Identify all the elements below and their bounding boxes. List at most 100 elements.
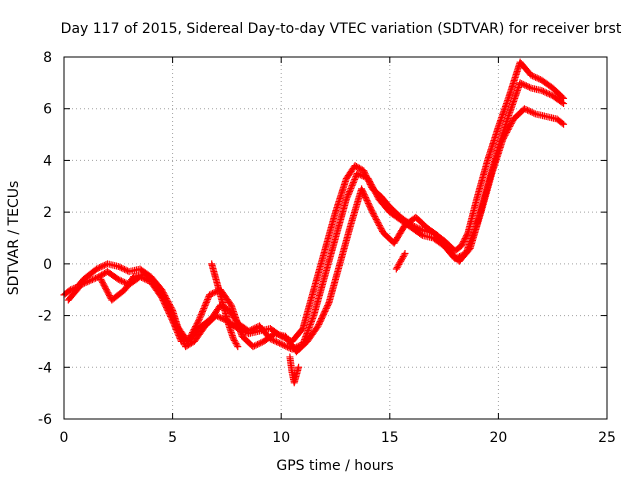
data-point: [365, 176, 373, 184]
series-track-b: [64, 79, 568, 353]
data-point: [99, 262, 107, 270]
data-point: [251, 324, 259, 332]
data-point: [324, 300, 332, 308]
data-point: [349, 178, 357, 186]
data-point: [88, 276, 96, 284]
y-tick-label: -4: [38, 360, 52, 376]
data-point: [533, 74, 541, 82]
data-point: [100, 281, 108, 289]
data-point: [121, 265, 129, 273]
data-point: [185, 334, 193, 342]
data-point: [171, 317, 179, 325]
data-point: [116, 263, 124, 271]
data-point: [346, 188, 354, 196]
data-point: [350, 177, 358, 185]
data-point: [355, 170, 363, 178]
data-point: [188, 329, 196, 337]
data-point: [200, 303, 208, 311]
data-point: [356, 171, 364, 179]
y-axis-ticks: -6 -4 -2 0 2 4 6 8: [38, 50, 607, 428]
data-point: [79, 280, 87, 288]
data-point: [245, 327, 253, 335]
data-point: [351, 174, 359, 182]
data-point: [373, 191, 381, 199]
data-point: [164, 301, 172, 309]
data-point: [116, 276, 124, 284]
data-point: [358, 172, 366, 180]
y-tick-label: 4: [43, 153, 52, 169]
data-point: [541, 88, 549, 96]
data-point: [503, 127, 511, 135]
data-point: [102, 286, 110, 294]
data-point: [507, 121, 515, 129]
data-point: [194, 318, 202, 326]
data-point: [359, 172, 367, 180]
data-point: [377, 224, 385, 232]
data-point: [166, 306, 174, 314]
data-point: [273, 338, 281, 346]
data-point: [344, 192, 352, 200]
data-point: [277, 340, 285, 348]
data-point: [93, 265, 101, 273]
data-point: [96, 264, 104, 272]
data-point: [85, 277, 93, 285]
data-point: [249, 325, 257, 333]
data-point: [346, 186, 354, 194]
data-point: [370, 211, 378, 219]
data-point: [200, 305, 208, 313]
data-point: [368, 182, 376, 190]
data-point: [535, 75, 543, 83]
data-point: [193, 320, 201, 328]
series-track-d: [208, 250, 409, 387]
data-point: [117, 277, 125, 285]
y-tick-label: -2: [38, 309, 52, 325]
data-point: [499, 136, 507, 144]
data-point: [369, 210, 377, 218]
data-point: [187, 332, 195, 340]
data-point: [81, 279, 89, 287]
data-point: [507, 119, 515, 127]
y-tick-label: 8: [43, 50, 52, 66]
data-point: [105, 290, 113, 298]
data-point: [82, 278, 90, 286]
data-point: [199, 306, 207, 314]
data-point: [530, 73, 538, 81]
data-point: [520, 105, 528, 113]
data-point: [248, 326, 256, 334]
data-point: [501, 131, 509, 139]
data-point: [347, 185, 355, 193]
data-point: [280, 341, 288, 349]
data-point: [198, 308, 206, 316]
data-point: [184, 337, 192, 345]
data-point: [217, 314, 225, 322]
data-point: [366, 177, 374, 185]
x-tick-label: 10: [272, 430, 290, 446]
data-point: [506, 122, 514, 130]
data-point: [271, 337, 279, 345]
data-point: [525, 107, 533, 115]
data-point: [97, 275, 105, 283]
data-point: [104, 289, 112, 297]
data-point: [366, 179, 374, 187]
data-point: [463, 230, 471, 238]
data-point: [370, 185, 378, 193]
data-point: [101, 283, 109, 291]
data-point: [295, 363, 303, 371]
data-point: [529, 72, 537, 80]
data-point: [190, 326, 198, 334]
data-point: [192, 321, 200, 329]
data-point: [103, 287, 111, 295]
data-point: [233, 341, 241, 349]
data-point: [169, 313, 177, 321]
y-tick-label: 6: [43, 102, 52, 118]
data-point: [344, 191, 352, 199]
data-point: [368, 208, 376, 216]
data-point: [167, 309, 175, 317]
data-point: [90, 275, 98, 283]
x-tick-label: 5: [168, 430, 177, 446]
data-point: [372, 189, 380, 197]
data-point: [87, 276, 95, 284]
data-point: [532, 73, 540, 81]
data-point: [186, 333, 194, 341]
